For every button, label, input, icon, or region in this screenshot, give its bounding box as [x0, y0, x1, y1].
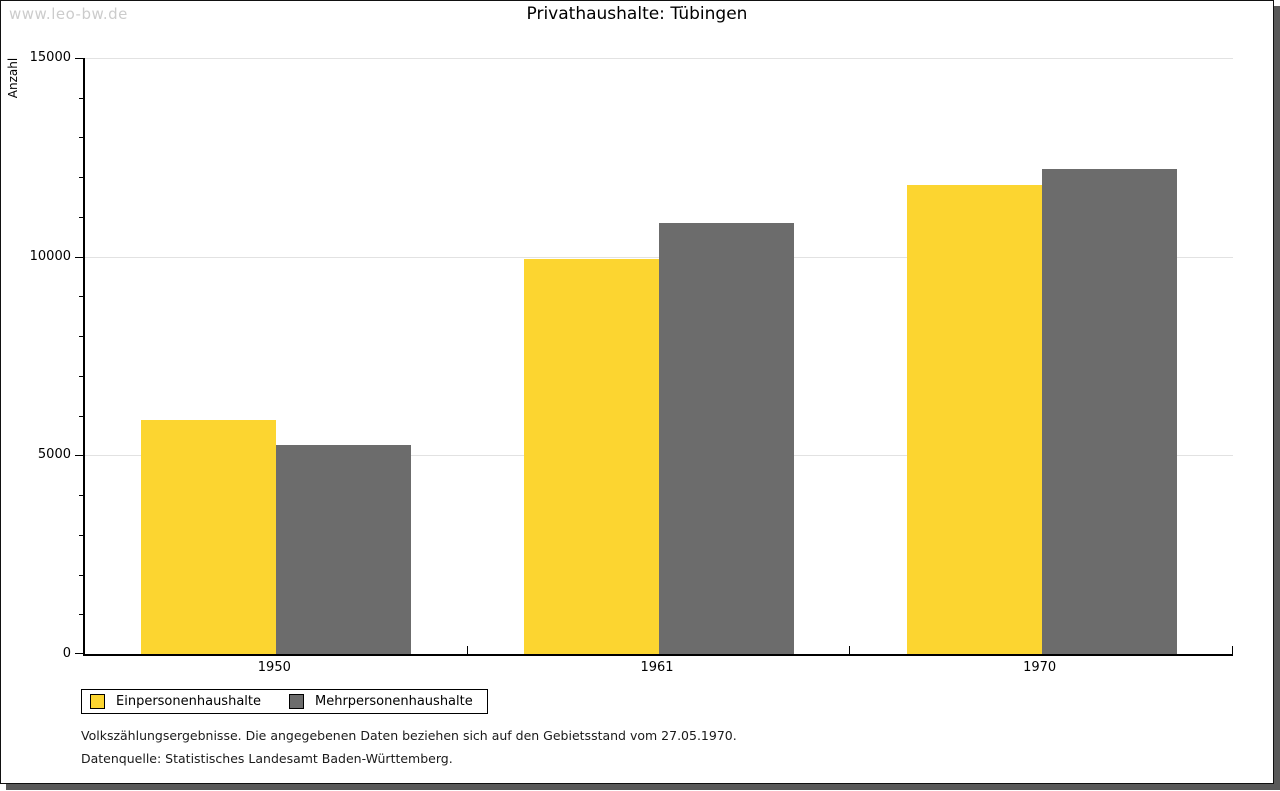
legend-item-Einpersonenhaushalte: Einpersonenhaushalte: [90, 694, 261, 709]
footnote-line-2: Datenquelle: Statistisches Landesamt Bad…: [81, 751, 453, 766]
x-category-label-1970: 1970: [1023, 660, 1057, 675]
x-axis-tick-3: [1232, 646, 1233, 654]
y-tick-label-0: 0: [62, 646, 71, 661]
plot-area: [75, 58, 1233, 656]
bar-Mehrpersonenhaushalte-1970: [1041, 169, 1177, 654]
y-axis-minor-tick-7000: [79, 375, 83, 377]
y-axis-minor-tick-1000: [79, 614, 83, 616]
y-axis-major-tick-0: [75, 653, 83, 654]
y-axis-minor-tick-13000: [79, 137, 83, 139]
y-tick-label-10000: 10000: [29, 248, 71, 264]
y-axis-minor-tick-6000: [79, 415, 83, 417]
y-axis-minor-tick-11000: [79, 216, 83, 218]
y-axis-major-tick-15000: [75, 58, 83, 59]
y-tick-label-5000: 5000: [37, 447, 71, 463]
footnote-line-1: Volkszählungsergebnisse. Die angegebenen…: [81, 728, 737, 743]
y-axis-major-tick-10000: [75, 256, 83, 258]
bar-Einpersonenhaushalte-1961: [524, 258, 659, 654]
x-axis-tick-1: [466, 646, 468, 654]
y-axis-minor-tick-4000: [79, 495, 83, 497]
x-axis-tick-2: [849, 646, 851, 654]
legend-label: Mehrpersonenhaushalte: [315, 694, 473, 709]
legend-swatch-Mehrpersonenhaushalte: [289, 694, 304, 709]
legend-item-Mehrpersonenhaushalte: Mehrpersonenhaushalte: [289, 694, 473, 709]
y-tick-label-15000: 15000: [29, 50, 71, 65]
x-category-label-1950: 1950: [257, 660, 291, 675]
y-axis-major-tick-5000: [75, 455, 83, 457]
bar-Einpersonenhaushalte-1970: [906, 185, 1042, 654]
y-axis-minor-tick-2000: [79, 574, 83, 576]
y-axis-minor-tick-8000: [79, 336, 83, 338]
bar-Mehrpersonenhaushalte-1961: [659, 222, 794, 654]
chart-title: Privathaushalte: Tübingen: [526, 4, 748, 24]
legend-swatch-Einpersonenhaushalte: [90, 694, 105, 709]
y-axis-minor-tick-14000: [79, 97, 83, 99]
y-axis-minor-tick-12000: [79, 177, 83, 179]
x-category-label-1961: 1961: [640, 660, 674, 675]
bar-Mehrpersonenhaushalte-1950: [276, 445, 412, 654]
watermark: www.leo-bw.de: [9, 5, 128, 23]
bar-Einpersonenhaushalte-1950: [141, 419, 277, 654]
legend-label: Einpersonenhaushalte: [116, 694, 261, 709]
y-axis-minor-tick-9000: [79, 296, 83, 298]
y-axis-minor-tick-3000: [79, 534, 83, 536]
gridline-15000: [85, 58, 1233, 59]
legend: Einpersonenhaushalte Mehrpersonenhaushalt…: [81, 689, 488, 714]
